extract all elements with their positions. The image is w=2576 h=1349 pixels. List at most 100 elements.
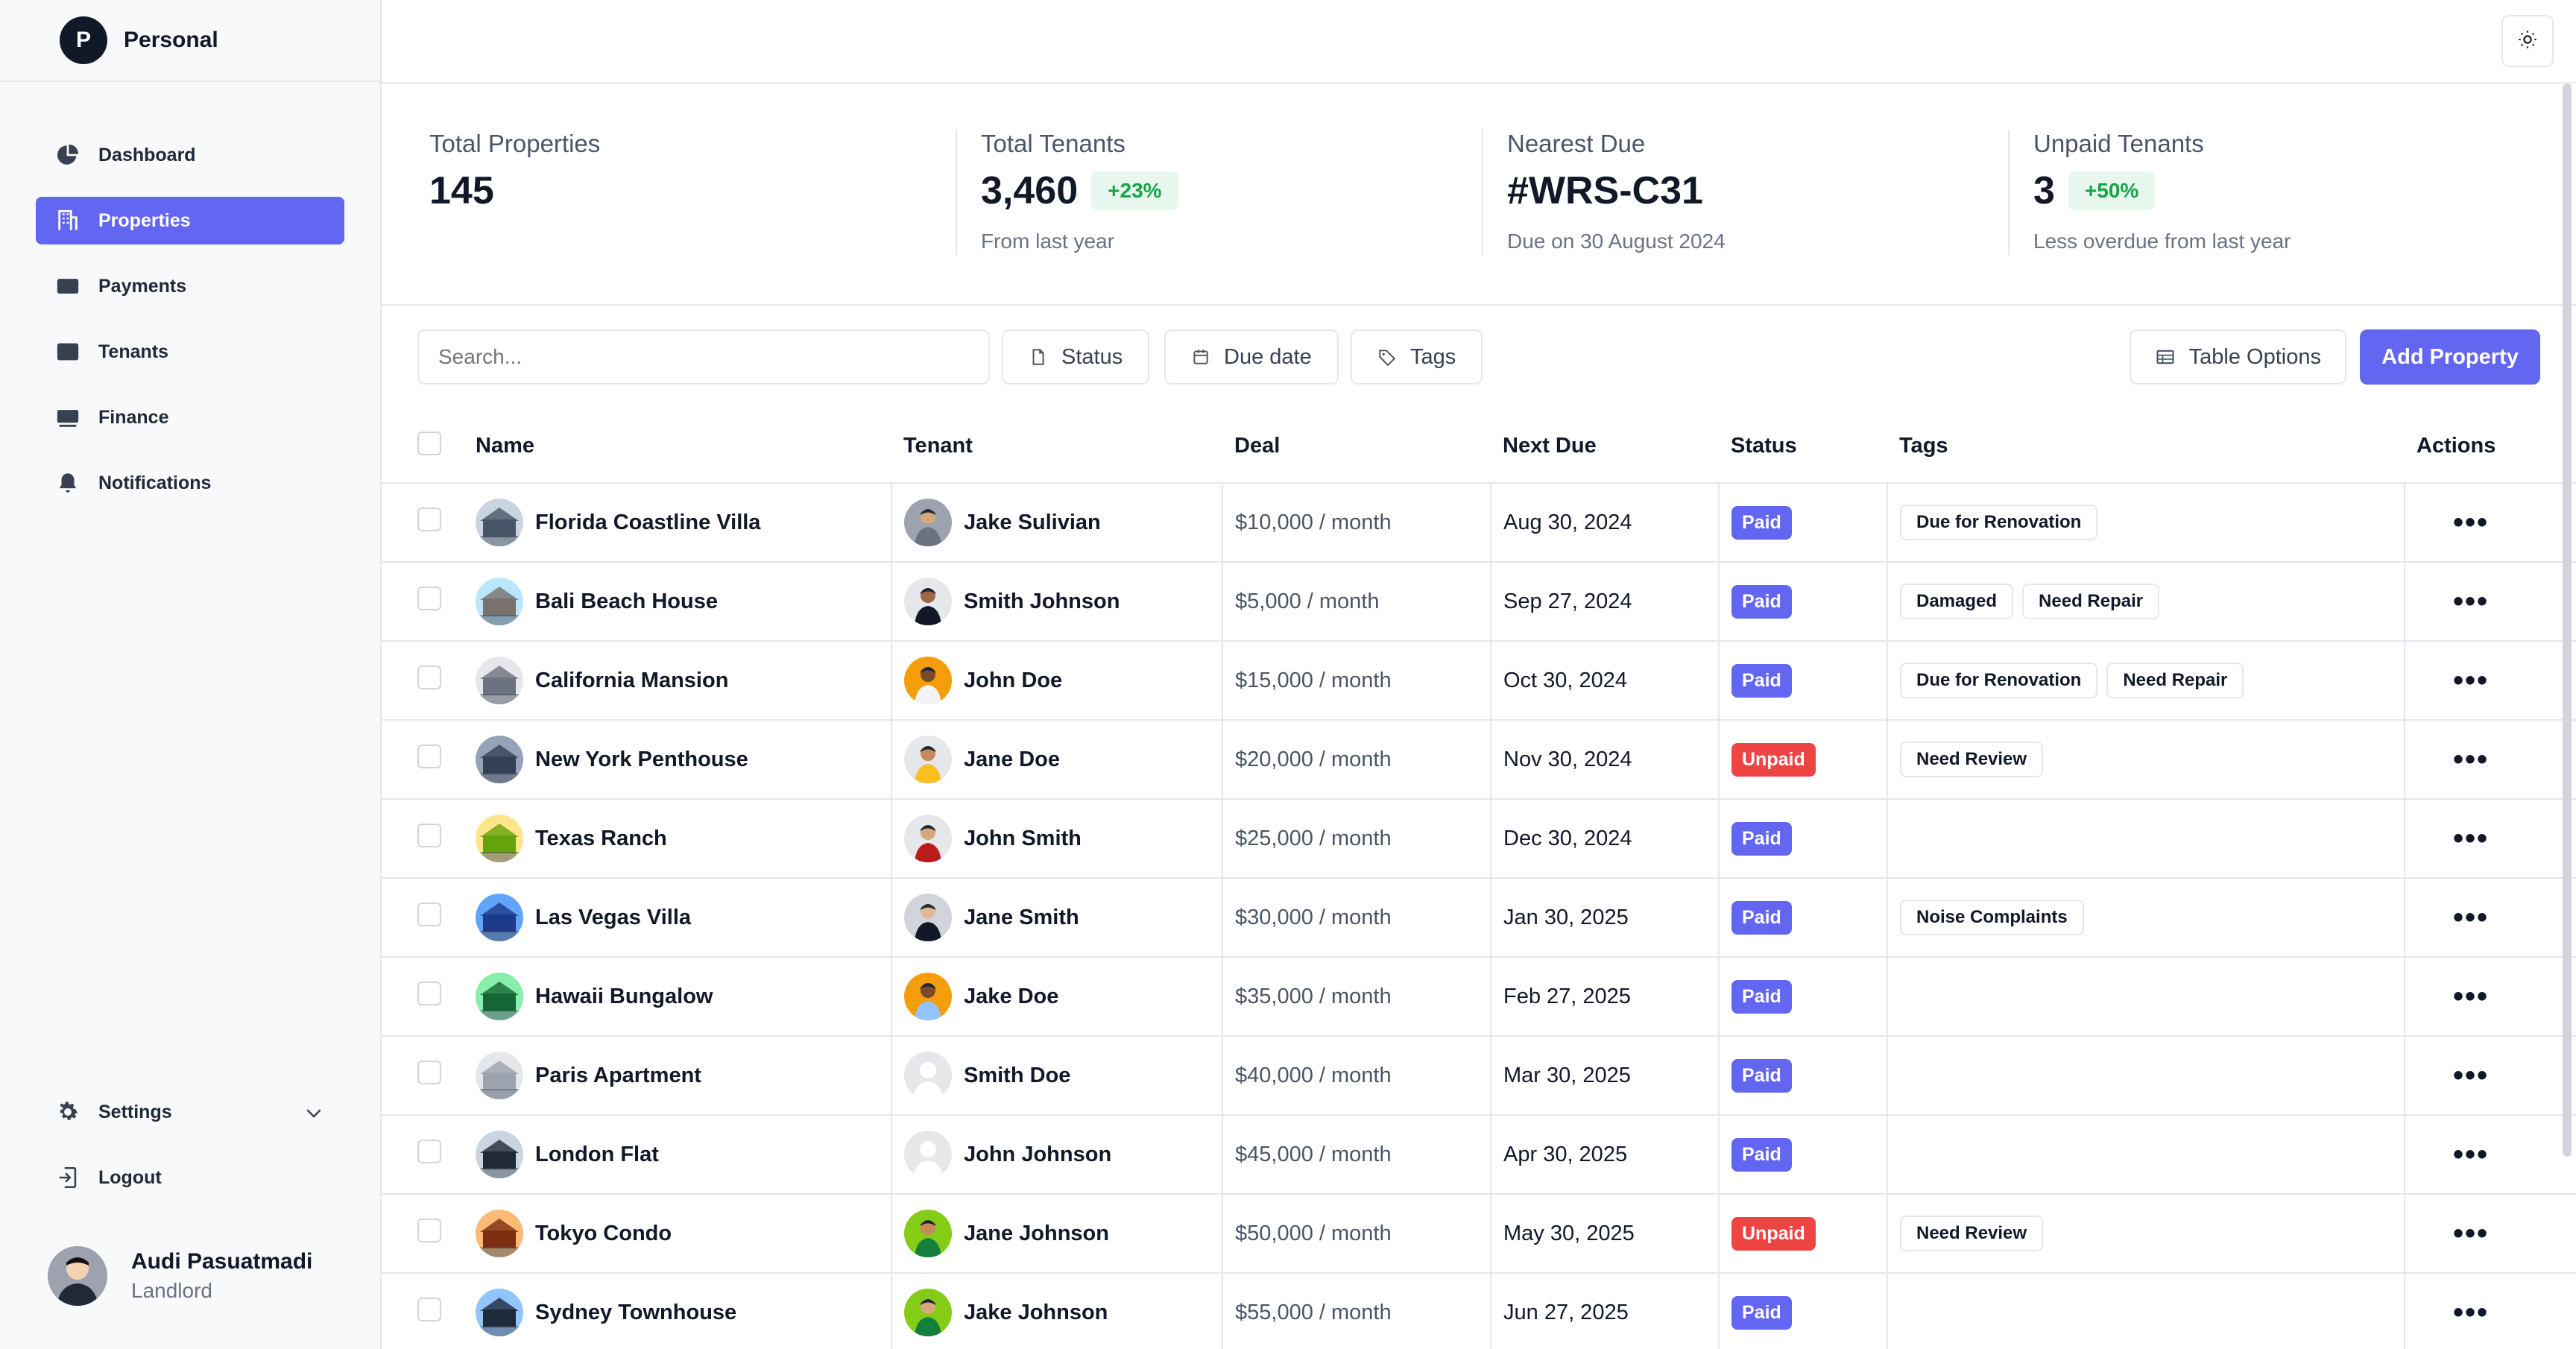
tenant-name[interactable]: Jane Doe [964, 747, 1060, 771]
table-row[interactable]: Tokyo Condo Jane Johnson $50,000 / month Ma… [382, 1194, 2576, 1274]
property-thumbnail [476, 1131, 523, 1178]
row-checkbox[interactable] [417, 587, 441, 610]
scrollbar[interactable] [2563, 83, 2572, 1157]
name-cell: Hawaii Bungalow [464, 957, 891, 1037]
table-row[interactable]: Las Vegas Villa Jane Smith $30,000 / month… [382, 878, 2576, 958]
theme-toggle-button[interactable] [2501, 15, 2554, 67]
table-row[interactable]: Paris Apartment Smith Doe $40,000 / month M… [382, 1036, 2576, 1116]
chevron-down-icon[interactable] [303, 1102, 325, 1129]
search-input[interactable] [417, 329, 990, 385]
more-actions-icon[interactable]: ••• [2453, 1295, 2490, 1329]
sidebar-item-dashboard[interactable]: Dashboard [36, 131, 344, 179]
stat-value: 3 [2033, 169, 2055, 212]
user-profile[interactable]: Audi Pasuatmadi Landlord [48, 1246, 312, 1306]
row-select-cell [382, 720, 464, 800]
property-name[interactable]: Sydney Townhouse [535, 1300, 737, 1324]
more-actions-icon[interactable]: ••• [2453, 900, 2490, 934]
workspace-switcher[interactable]: P Personal [0, 0, 380, 82]
sidebar-item-logout[interactable]: Logout [36, 1154, 344, 1201]
table-row[interactable]: New York Penthouse Jane Doe $20,000 / mont… [382, 720, 2576, 800]
row-checkbox[interactable] [417, 1061, 441, 1084]
more-actions-icon[interactable]: ••• [2453, 979, 2490, 1013]
column-header-actions: Actions [2405, 410, 2576, 484]
row-checkbox[interactable] [417, 1140, 441, 1163]
table-row[interactable]: London Flat John Johnson $45,000 / month Ap… [382, 1115, 2576, 1195]
property-name[interactable]: Florida Coastline Villa [535, 510, 761, 534]
row-checkbox[interactable] [417, 508, 441, 531]
tags-filter-button[interactable]: Tags [1351, 329, 1483, 385]
tenant-name[interactable]: Jake Doe [964, 984, 1059, 1008]
table-row[interactable]: Sydney Townhouse Jake Johnson $55,000 / mo… [382, 1273, 2576, 1349]
status-badge: Paid [1731, 1058, 1792, 1093]
property-name[interactable]: California Mansion [535, 668, 729, 692]
row-checkbox[interactable] [417, 1298, 441, 1321]
table-row[interactable]: Hawaii Bungalow Jake Doe $35,000 / month Fe… [382, 957, 2576, 1037]
table-row[interactable]: Florida Coastline Villa Jake Sulivian $10,… [382, 483, 2576, 563]
building-icon [55, 208, 80, 233]
column-header-deal[interactable]: Deal [1222, 410, 1491, 484]
row-checkbox[interactable] [417, 745, 441, 768]
row-checkbox[interactable] [417, 1219, 441, 1242]
row-checkbox[interactable] [417, 666, 441, 689]
more-actions-icon[interactable]: ••• [2453, 742, 2490, 776]
more-actions-icon[interactable]: ••• [2453, 1137, 2490, 1171]
more-actions-icon[interactable]: ••• [2453, 663, 2490, 697]
status-filter-button[interactable]: Status [1002, 329, 1150, 385]
more-actions-icon[interactable]: ••• [2453, 1058, 2490, 1092]
gear-icon [55, 1099, 80, 1125]
column-header-status[interactable]: Status [1719, 410, 1887, 484]
sidebar-item-finance[interactable]: Finance [36, 394, 344, 441]
more-actions-icon[interactable]: ••• [2453, 584, 2490, 618]
property-name[interactable]: Paris Apartment [535, 1063, 701, 1087]
property-name[interactable]: London Flat [535, 1142, 659, 1166]
sun-icon [2517, 29, 2538, 54]
workspace-logo: P [60, 16, 107, 64]
row-checkbox[interactable] [417, 903, 441, 926]
due-date-filter-button[interactable]: Due date [1164, 329, 1339, 385]
sidebar-item-settings[interactable]: Settings [36, 1088, 344, 1136]
column-header-tenant[interactable]: Tenant [891, 410, 1222, 484]
column-header-tags[interactable]: Tags [1887, 410, 2405, 484]
column-header-name[interactable]: Name [464, 410, 891, 484]
property-name[interactable]: Las Vegas Villa [535, 905, 692, 929]
sidebar-item-payments[interactable]: Payments [36, 262, 344, 310]
property-thumbnail [476, 499, 523, 546]
row-select-cell [382, 562, 464, 642]
top-bar [382, 0, 2576, 83]
property-name[interactable]: Tokyo Condo [535, 1221, 672, 1245]
tenant-name[interactable]: Jake Johnson [964, 1300, 1108, 1324]
row-checkbox[interactable] [417, 824, 441, 847]
property-name[interactable]: New York Penthouse [535, 747, 748, 771]
sidebar-nav: Dashboard Properties Payments Tenants Financ… [36, 131, 344, 525]
property-name[interactable]: Texas Ranch [535, 826, 667, 850]
tenant-cell: Jake Doe [891, 957, 1222, 1037]
tenant-name[interactable]: John Johnson [964, 1142, 1112, 1166]
table-row[interactable]: Texas Ranch John Smith $25,000 / month Dec … [382, 799, 2576, 879]
tenant-name[interactable]: Smith Doe [964, 1063, 1071, 1087]
tenant-name[interactable]: John Smith [964, 826, 1082, 850]
status-badge: Unpaid [1731, 1216, 1816, 1251]
more-actions-icon[interactable]: ••• [2453, 1216, 2490, 1250]
select-all-checkbox[interactable] [417, 431, 441, 455]
tenant-name[interactable]: John Doe [964, 668, 1063, 692]
row-checkbox[interactable] [417, 982, 441, 1005]
tenant-name[interactable]: Smith Johnson [964, 589, 1120, 613]
sidebar-item-tenants[interactable]: Tenants [36, 328, 344, 376]
tenant-name[interactable]: Jane Smith [964, 905, 1079, 929]
property-name[interactable]: Bali Beach House [535, 589, 718, 613]
property-name[interactable]: Hawaii Bungalow [535, 984, 713, 1008]
sidebar-item-properties[interactable]: Properties [36, 197, 344, 244]
column-header-next-due[interactable]: Next Due [1491, 410, 1719, 484]
table-options-button[interactable]: Table Options [2129, 329, 2346, 385]
add-property-button[interactable]: Add Property [2360, 329, 2540, 385]
sidebar-item-label: Tenants [98, 341, 168, 362]
tenant-name[interactable]: Jake Sulivian [964, 510, 1101, 534]
tenant-name[interactable]: Jane Johnson [964, 1221, 1109, 1245]
sidebar-item-notifications[interactable]: Notifications [36, 459, 344, 507]
table-row[interactable]: Bali Beach House Smith Johnson $5,000 / mo… [382, 562, 2576, 642]
stat-change-badge: +50% [2068, 171, 2156, 210]
tenant-avatar [904, 1131, 952, 1178]
table-row[interactable]: California Mansion John Doe $15,000 / mont… [382, 641, 2576, 721]
more-actions-icon[interactable]: ••• [2453, 821, 2490, 855]
more-actions-icon[interactable]: ••• [2453, 505, 2490, 539]
